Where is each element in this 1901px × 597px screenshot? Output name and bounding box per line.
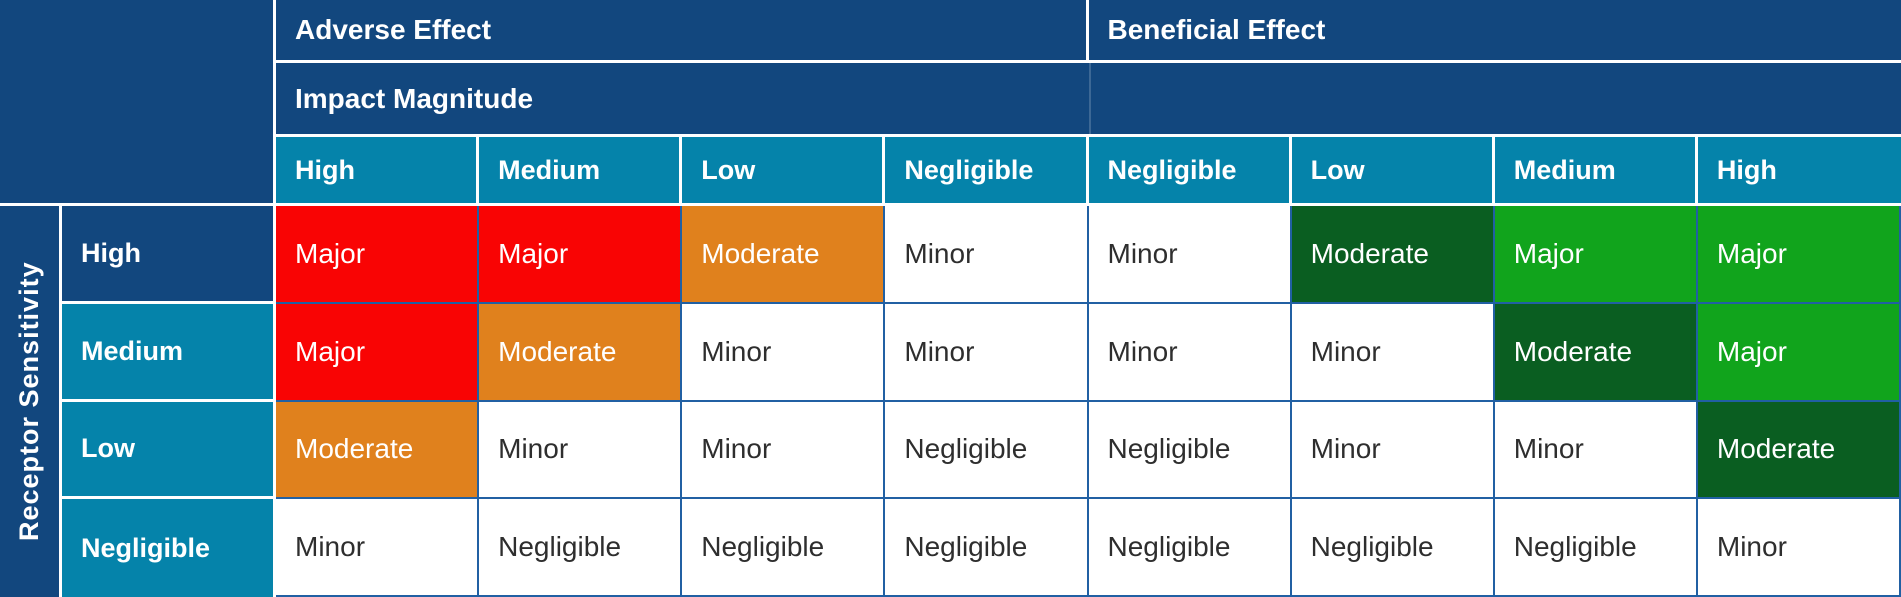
matrix-cell: Major [1697, 303, 1901, 402]
row-header-medium: Medium [62, 303, 276, 402]
matrix-cell: Negligible [1088, 401, 1292, 500]
matrix-cell: Major [276, 206, 480, 304]
matrix-cell: Moderate [1291, 206, 1495, 304]
column-header-adverse-medium: Medium [479, 137, 683, 206]
matrix-cell: Major [1494, 206, 1698, 304]
matrix-cell: Minor [682, 303, 886, 402]
matrix-cell: Negligible [479, 499, 683, 597]
matrix-cell: Minor [276, 499, 480, 597]
column-header-beneficial-medium: Medium [1494, 137, 1698, 206]
matrix-cell: Major [1697, 206, 1901, 304]
matrix-cell: Minor [1088, 303, 1292, 402]
matrix-cell: Moderate [276, 401, 480, 500]
matrix-cell: Minor [885, 303, 1089, 402]
matrix-cell: Moderate [479, 303, 683, 402]
column-header-adverse-low: Low [682, 137, 886, 206]
matrix-cell: Minor [1291, 303, 1495, 402]
matrix-cell: Major [276, 303, 480, 402]
matrix-cell: Minor [479, 401, 683, 500]
receptor-sensitivity-label: Receptor Sensitivity [0, 206, 59, 597]
receptor-sensitivity-axis: Receptor Sensitivity [0, 206, 62, 597]
matrix-cell: Moderate [1697, 401, 1901, 500]
matrix-cell: Negligible [1291, 499, 1495, 597]
matrix-cell: Minor [1697, 499, 1901, 597]
matrix-cell: Moderate [682, 206, 886, 304]
matrix-cell: Negligible [885, 401, 1089, 500]
column-header-beneficial-high: High [1697, 137, 1901, 206]
corner-block [0, 0, 276, 206]
matrix-cell: Minor [1291, 401, 1495, 500]
matrix-cell: Major [479, 206, 683, 304]
row-header-high: High [62, 206, 276, 304]
impact-magnitude-band: Impact Magnitude [276, 63, 1901, 137]
matrix-cell: Minor [885, 206, 1089, 304]
matrix-cell: Negligible [885, 499, 1089, 597]
matrix-cell: Negligible [682, 499, 886, 597]
matrix-cell: Minor [1494, 401, 1698, 500]
column-header-beneficial-low: Low [1291, 137, 1495, 206]
beneficial-effect-banner: Beneficial Effect [1088, 0, 1901, 63]
matrix-cell: Moderate [1494, 303, 1698, 402]
matrix-cell: Minor [1088, 206, 1292, 304]
column-header-beneficial-negligible: Negligible [1088, 137, 1292, 206]
column-header-adverse-negligible: Negligible [885, 137, 1089, 206]
matrix-cell: Minor [682, 401, 886, 500]
column-header-adverse-high: High [276, 137, 480, 206]
matrix-cell: Negligible [1494, 499, 1698, 597]
adverse-effect-banner: Adverse Effect [276, 0, 1089, 63]
row-header-low: Low [62, 401, 276, 500]
row-header-negligible: Negligible [62, 499, 276, 597]
matrix-cell: Negligible [1088, 499, 1292, 597]
